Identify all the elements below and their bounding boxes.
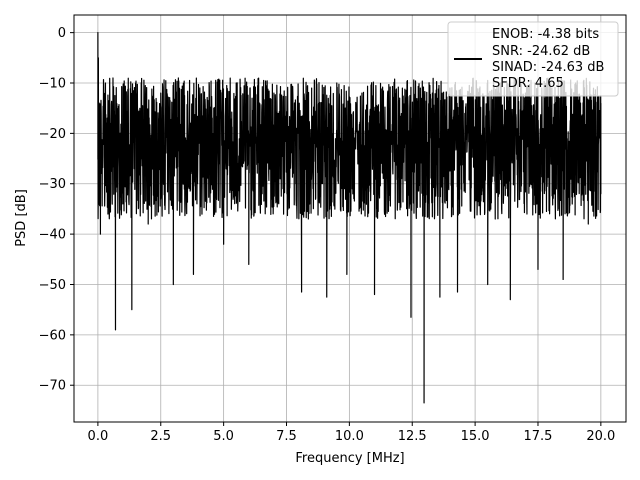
x-tick-label: 17.5 bbox=[524, 429, 553, 444]
y-tick-label: −50 bbox=[39, 278, 66, 293]
y-tick-label: −20 bbox=[39, 127, 66, 142]
axes-frame bbox=[73, 14, 627, 423]
x-tick-label: 15.0 bbox=[461, 429, 490, 444]
x-tick-label: 12.5 bbox=[398, 429, 427, 444]
y-tick-label: −30 bbox=[39, 177, 66, 192]
x-tick-label: 7.5 bbox=[276, 429, 297, 444]
x-axis-ticks: 0.0 2.5 5.0 7.5 10.0 12.5 15.0 17.5 20.0 bbox=[88, 422, 615, 444]
y-axis-ticks: 0 −10 −20 −30 −40 −50 −60 −70 bbox=[39, 26, 74, 394]
x-tick-label: 5.0 bbox=[213, 429, 234, 444]
x-tick-label: 0.0 bbox=[88, 429, 109, 444]
legend-entry-snr: SNR: -24.62 dB bbox=[492, 44, 590, 59]
x-tick-label: 20.0 bbox=[586, 429, 615, 444]
legend: ENOB: -4.38 bits SNR: -24.62 dB SINAD: -… bbox=[447, 21, 619, 97]
y-tick-label: −40 bbox=[39, 228, 66, 243]
legend-box bbox=[447, 21, 619, 97]
y-tick-label: −10 bbox=[39, 77, 66, 92]
legend-entry-sinad: SINAD: -24.63 dB bbox=[492, 60, 604, 75]
x-tick-label: 2.5 bbox=[150, 429, 171, 444]
x-tick-label: 10.0 bbox=[335, 429, 364, 444]
psd-series-line bbox=[97, 32, 602, 404]
y-tick-label: −70 bbox=[39, 379, 66, 394]
legend-entry-enob: ENOB: -4.38 bits bbox=[492, 27, 599, 42]
series-layer bbox=[97, 32, 602, 404]
y-tick-label: −60 bbox=[39, 328, 66, 343]
legend-entry-sfdr: SFDR: 4.65 bbox=[492, 76, 564, 91]
y-tick-label: 0 bbox=[58, 26, 66, 41]
plot-area bbox=[97, 32, 602, 404]
x-axis-label: Frequency [MHz] bbox=[295, 451, 404, 466]
y-axis-label: PSD [dB] bbox=[14, 189, 29, 247]
